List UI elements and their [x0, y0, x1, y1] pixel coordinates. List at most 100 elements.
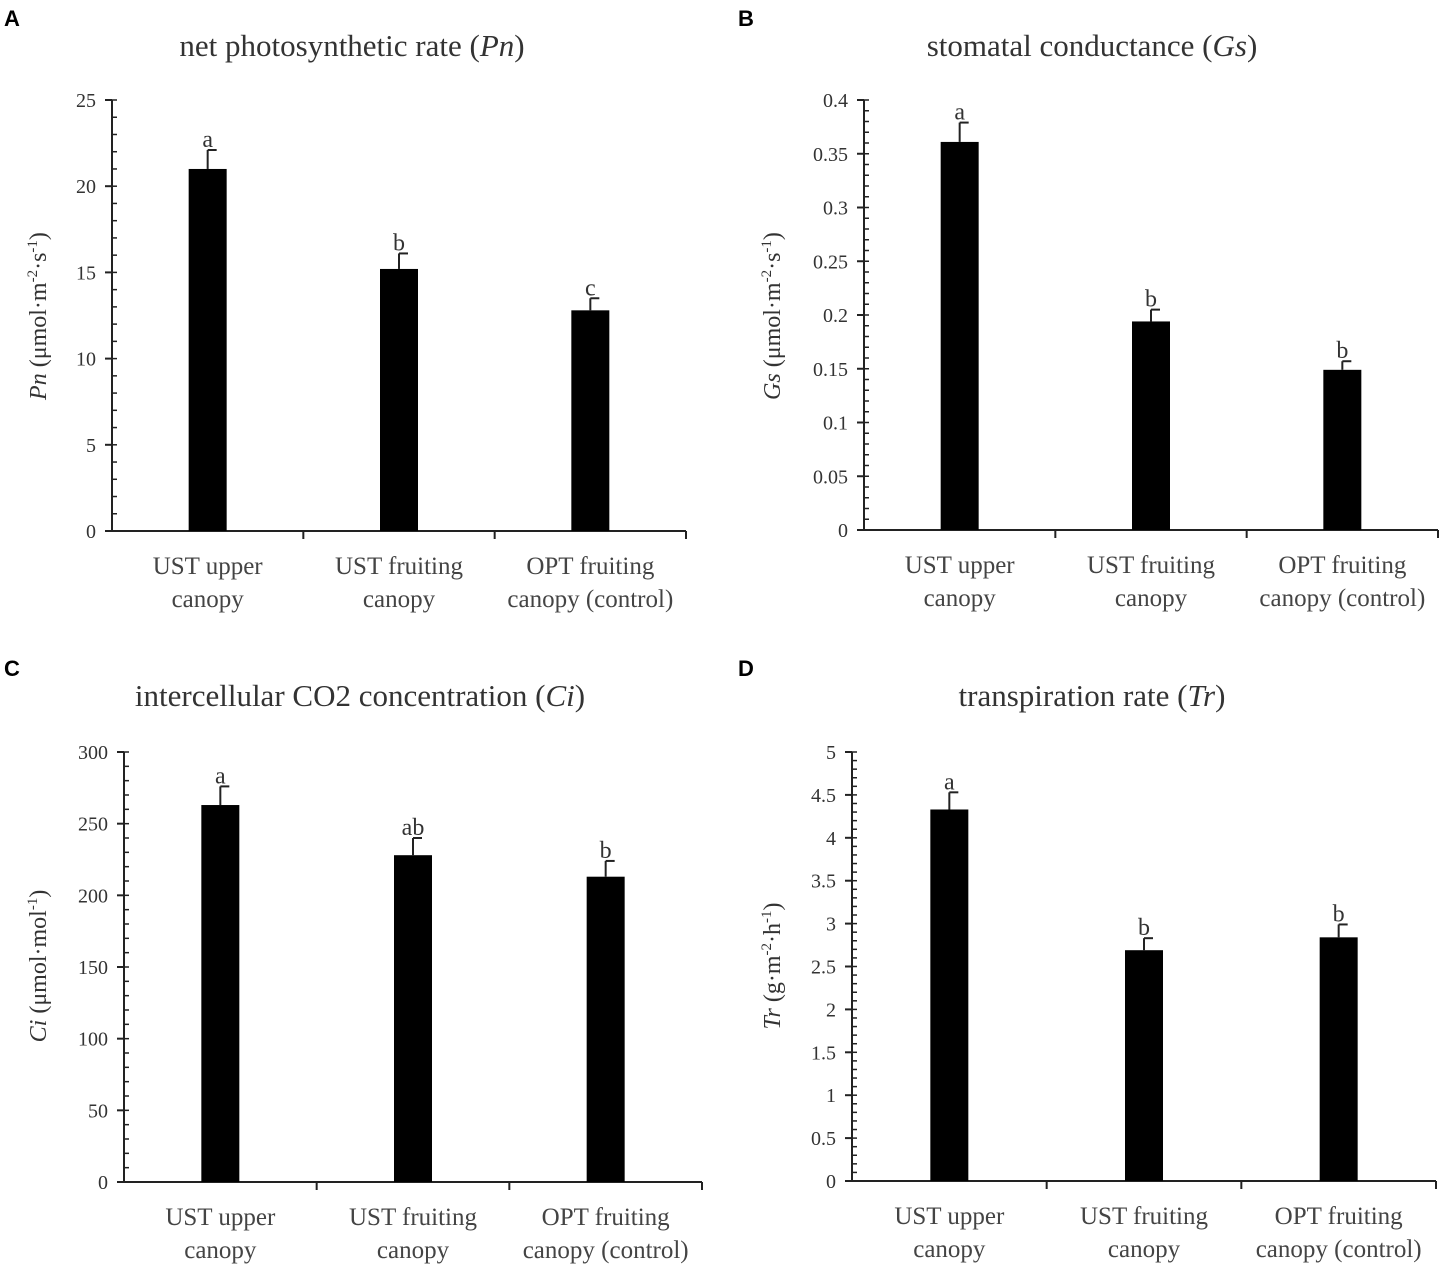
x-category-label-line: UST fruiting	[1087, 552, 1216, 579]
y-axis-label-part: (μmol·m	[26, 282, 52, 373]
x-category-label-line: UST fruiting	[349, 1204, 478, 1231]
y-axis-label-part: )	[26, 232, 52, 240]
x-category-label-line: canopy	[377, 1237, 450, 1264]
chart-title: intercellular CO2 concentration (Ci)	[135, 678, 585, 713]
x-category-label-line: canopy	[913, 1236, 986, 1263]
y-axis-label-part: )	[760, 902, 786, 910]
significance-letter: a	[202, 127, 213, 153]
y-axis-label-part: ·h	[760, 923, 786, 943]
y-tick-label: 0.05	[813, 466, 848, 488]
y-axis-label-part: -1	[759, 240, 775, 253]
bar	[394, 855, 432, 1182]
y-tick-label: 0.5	[811, 1128, 836, 1150]
y-axis-label-part: Pn	[26, 373, 52, 401]
significance-letter: b	[1145, 287, 1157, 313]
chart-title: transpiration rate (Tr)	[959, 678, 1226, 713]
y-tick-label: 0.2	[823, 305, 848, 327]
x-category-label: UST fruiting canopy	[335, 553, 464, 613]
y-tick-label: 0	[838, 520, 848, 542]
bar	[1323, 369, 1362, 530]
chart-title-part: stomatal conductance (	[927, 28, 1213, 63]
bar	[1125, 950, 1163, 1181]
chart-title-part: )	[575, 678, 585, 713]
y-axis-label: Ci (μmol·mol-1)	[25, 890, 52, 1043]
y-tick-label: 20	[76, 176, 96, 198]
chart-title-part: intercellular CO2 concentration (	[135, 678, 546, 713]
significance-letter: b	[1336, 338, 1348, 364]
panel-letter: C	[4, 656, 20, 681]
y-tick-label: 0.35	[813, 144, 848, 166]
x-category-label: OPT fruiting canopy (control)	[1259, 552, 1425, 612]
bar	[571, 310, 610, 531]
chart-title-part: )	[1215, 678, 1225, 713]
chart-title-part: Ci	[545, 678, 574, 713]
x-category-label-line: canopy (control)	[507, 586, 673, 613]
x-category-label: UST fruiting canopy	[1087, 552, 1216, 612]
bar	[201, 805, 240, 1182]
x-category-label: OPT fruiting canopy (control)	[1256, 1203, 1422, 1263]
x-category-label-line: canopy	[172, 586, 245, 613]
y-axis-label-part: -2	[25, 270, 41, 283]
significance-letter: b	[1333, 901, 1345, 927]
y-tick-label: 15	[76, 262, 96, 284]
chart-title: net photosynthetic rate (Pn)	[179, 28, 524, 63]
y-tick-label: 250	[78, 814, 108, 836]
y-tick-label: 100	[78, 1029, 108, 1051]
significance-letter: a	[954, 100, 965, 126]
x-category-label-line: canopy (control)	[1259, 585, 1425, 612]
y-axis-label-part: -2	[759, 943, 775, 956]
x-category-label: UST upper canopy	[894, 1203, 1005, 1263]
y-axis-label-part: -1	[25, 240, 41, 253]
y-tick-label: 0.25	[813, 251, 848, 273]
x-category-label-line: canopy	[1115, 585, 1188, 612]
x-category-label: UST upper canopy	[165, 1204, 276, 1264]
y-tick-label: 25	[76, 90, 96, 112]
y-tick-label: 4.5	[811, 785, 836, 807]
chart-title-part: )	[1247, 28, 1257, 63]
y-tick-label: 0	[98, 1172, 108, 1194]
x-category-label-line: OPT fruiting	[1278, 552, 1407, 579]
y-tick-label: 200	[78, 885, 108, 907]
x-category-label: UST upper canopy	[153, 553, 264, 613]
x-category-label-line: UST upper	[894, 1203, 1005, 1230]
chart-title-part: Gs	[1213, 28, 1247, 63]
x-category-label: UST upper canopy	[905, 552, 1016, 612]
panel-letter: B	[738, 6, 754, 31]
y-tick-label: 3	[826, 914, 836, 936]
y-tick-label: 0.1	[823, 413, 848, 435]
y-axis-label-part: -1	[759, 910, 775, 923]
y-tick-label: 5	[826, 742, 836, 764]
significance-letter: a	[215, 763, 226, 789]
significance-letter: b	[1138, 915, 1150, 941]
y-tick-label: 50	[88, 1100, 108, 1122]
significance-letter: ab	[402, 815, 425, 841]
chart-title-part: transpiration rate (	[959, 678, 1188, 713]
y-tick-label: 0	[86, 521, 96, 543]
bar	[188, 168, 227, 531]
y-axis-label-part: ·s	[760, 253, 786, 270]
y-axis-label-part: )	[760, 232, 786, 240]
x-category-label-line: OPT fruiting	[1275, 1203, 1404, 1230]
y-tick-label: 10	[76, 349, 96, 371]
y-axis-label-part: ·s	[26, 253, 52, 270]
y-tick-label: 0.15	[813, 359, 848, 381]
significance-letter: a	[944, 769, 955, 795]
x-category-label: OPT fruiting canopy (control)	[507, 553, 673, 613]
y-tick-label: 300	[78, 742, 108, 764]
bar	[380, 268, 418, 531]
y-tick-label: 1.5	[811, 1042, 836, 1064]
y-axis-label-part: (μmol·m	[760, 282, 786, 373]
bar	[1132, 321, 1170, 530]
y-tick-label: 5	[86, 435, 96, 457]
x-category-label: UST fruiting canopy	[1080, 1203, 1209, 1263]
bar	[930, 809, 969, 1181]
significance-letter: b	[393, 230, 405, 256]
x-category-label-line: canopy (control)	[523, 1237, 689, 1264]
y-tick-label: 4	[826, 828, 836, 850]
bar	[940, 141, 979, 531]
x-category-label-line: canopy	[924, 585, 997, 612]
